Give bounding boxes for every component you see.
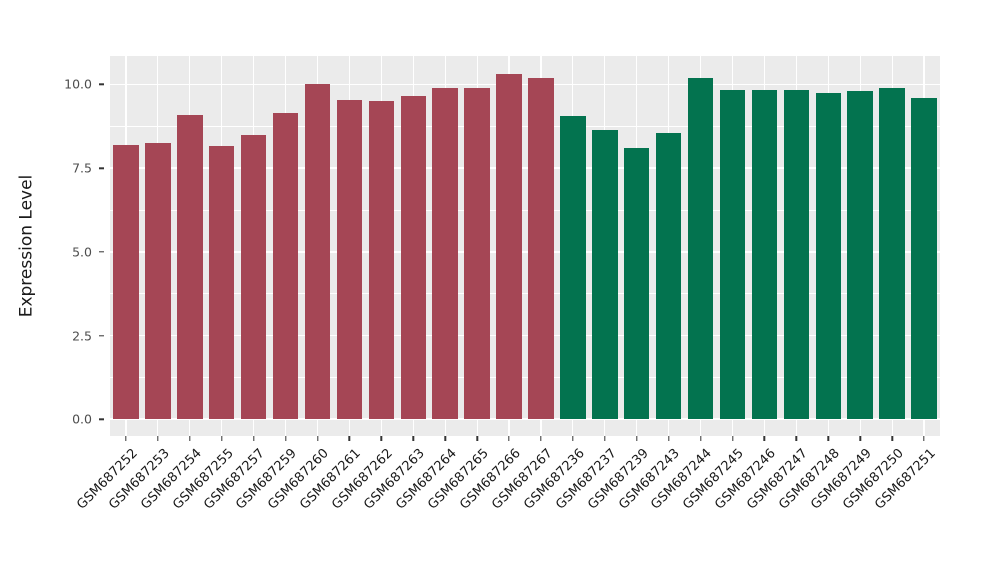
x-tick-mark — [316, 436, 319, 441]
bar-GSM687236 — [560, 116, 586, 420]
bar-GSM687263 — [400, 96, 427, 420]
bar-GSM687254 — [177, 114, 203, 420]
bar-GSM687250 — [879, 87, 905, 420]
x-tick-mark — [891, 436, 893, 441]
y-tick-mark — [99, 83, 104, 86]
y-tick-label: 7.5 — [72, 160, 92, 176]
x-tick-mark — [636, 436, 638, 441]
x-tick-mark — [699, 436, 702, 441]
bar-GSM687237 — [592, 129, 618, 420]
grid-line-major — [110, 334, 940, 337]
bar-GSM687262 — [368, 101, 395, 420]
bar-GSM687248 — [815, 92, 842, 420]
bar-GSM687251 — [911, 97, 937, 420]
x-tick-mark — [604, 436, 606, 441]
x-tick-mark — [667, 436, 670, 441]
bar-GSM687243 — [655, 133, 682, 420]
grid-line-major — [110, 251, 940, 253]
bar-GSM687245 — [719, 89, 746, 420]
bar-GSM687246 — [751, 89, 778, 420]
grid-line-major — [110, 167, 940, 169]
grid-line-minor — [110, 125, 940, 127]
x-tick-mark — [380, 436, 383, 441]
x-tick-mark — [348, 436, 351, 441]
bar-GSM687261 — [336, 99, 363, 420]
x-tick-mark — [763, 436, 766, 441]
bar-GSM687247 — [783, 89, 810, 420]
grid-line-minor — [110, 377, 940, 378]
x-tick-mark — [252, 436, 255, 441]
x-tick-mark — [923, 436, 925, 441]
y-tick-label: 5.0 — [72, 244, 92, 260]
bar-GSM687252 — [113, 144, 139, 420]
x-tick-mark — [189, 436, 191, 441]
y-tick-label: 0.0 — [72, 411, 92, 427]
y-tick-label: 2.5 — [72, 328, 92, 344]
x-tick-mark — [731, 436, 734, 441]
bar-GSM687267 — [528, 77, 554, 420]
y-tick-mark — [99, 334, 104, 337]
y-tick-mark — [99, 167, 104, 169]
x-tick-mark — [444, 436, 446, 441]
x-tick-mark — [572, 436, 574, 441]
bar-GSM687259 — [272, 112, 299, 420]
bar-GSM687264 — [432, 87, 458, 420]
x-tick-mark — [412, 436, 414, 441]
y-tick-mark — [99, 418, 104, 420]
grid-line-major — [110, 83, 940, 86]
bar-GSM687266 — [496, 74, 522, 420]
plot-panel — [110, 56, 940, 436]
grid-line-minor — [110, 293, 940, 295]
x-tick-mark — [476, 436, 478, 441]
bar-GSM687249 — [847, 91, 873, 420]
x-tick-mark — [540, 436, 542, 441]
grid-line-minor — [110, 209, 940, 211]
bar-GSM687265 — [464, 87, 490, 420]
x-axis-tick-labels: GSM687252 GSM687253 GSM687254 GSM687255 GSM6… — [74, 444, 940, 574]
bar-GSM687244 — [687, 77, 714, 420]
bar-GSM687253 — [145, 143, 171, 420]
x-tick-mark — [221, 436, 223, 441]
y-axis-tick-labels: 0.0 2.5 5.0 7.5 10.0 — [0, 56, 104, 436]
y-tick-label: 10.0 — [64, 76, 92, 92]
x-tick-mark — [827, 436, 829, 441]
x-tick-mark — [859, 436, 861, 441]
x-tick-mark — [795, 436, 798, 441]
x-tick-mark — [508, 436, 510, 441]
bar-GSM687239 — [623, 148, 650, 420]
bar-GSM687255 — [208, 146, 235, 420]
y-tick-mark — [99, 251, 104, 253]
bar-GSM687260 — [304, 84, 331, 420]
grid-line-major — [110, 418, 940, 421]
bar-GSM687257 — [240, 134, 267, 420]
x-axis-tick-marks — [110, 436, 940, 442]
x-tick-mark — [125, 436, 127, 441]
x-tick-mark — [284, 436, 287, 441]
x-tick-mark — [157, 436, 159, 441]
